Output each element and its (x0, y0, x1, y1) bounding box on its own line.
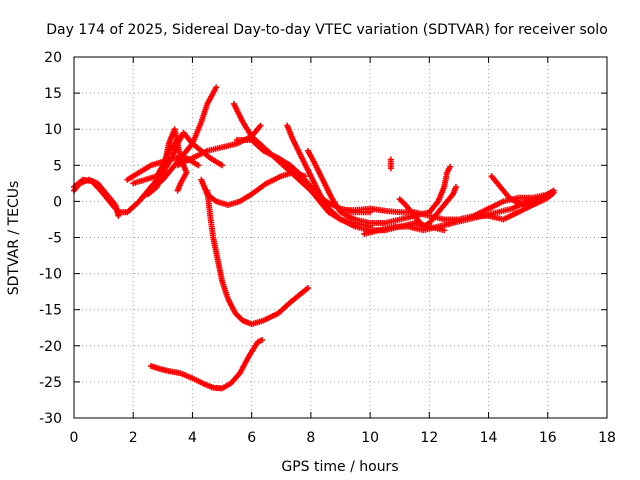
y-tick-label: -15 (39, 303, 62, 319)
y-tick-label: 0 (53, 194, 62, 210)
y-tick-label: -25 (39, 375, 62, 391)
x-tick-label: 4 (188, 430, 197, 446)
x-tick-label: 6 (247, 430, 256, 446)
y-tick-label: 10 (44, 122, 62, 138)
series-track-k (147, 337, 266, 392)
x-tick-label: 16 (539, 430, 557, 446)
series-track-u (470, 189, 557, 223)
data-point (304, 285, 311, 292)
series-track-r (396, 183, 459, 230)
data-point (387, 165, 394, 172)
data-point (174, 187, 181, 194)
data-point (447, 163, 454, 170)
x-tick-label: 8 (306, 430, 315, 446)
series-track-j (204, 187, 311, 328)
x-tick-label: 2 (129, 430, 138, 446)
data-point (257, 122, 264, 129)
x-tick-label: 0 (70, 430, 79, 446)
y-tick-label: -5 (48, 231, 62, 247)
series-track-b (71, 176, 119, 212)
y-tick-label: -10 (39, 267, 62, 283)
data-point (112, 205, 119, 212)
y-tick-label: 15 (44, 86, 62, 102)
y-tick-label: -20 (39, 339, 62, 355)
x-tick-label: 12 (420, 430, 438, 446)
data-point (195, 162, 202, 169)
series-track-m (233, 137, 374, 216)
chart-title: Day 174 of 2025, Sidereal Day-to-day VTE… (46, 22, 608, 38)
data-point (177, 133, 184, 140)
y-axis-label: SDTVAR / TECUs (6, 181, 22, 296)
y-tick-label: 5 (53, 158, 62, 174)
x-tick-label: 10 (361, 430, 379, 446)
series-track-q (387, 156, 394, 172)
grid-layer (74, 57, 607, 418)
y-tick-label: -30 (39, 411, 62, 427)
data-point (452, 183, 459, 190)
x-axis-label: GPS time / hours (281, 459, 398, 475)
data-point (259, 337, 266, 344)
data-markers (71, 84, 557, 392)
x-tick-label: 18 (598, 430, 616, 446)
data-point (550, 189, 557, 196)
plot-frame (73, 56, 608, 419)
axis-ticks: 0 2 4 6 8 10 12 14 16 18 20 15 10 5 0 -5 -10 -15 -20 -25 -30 (39, 50, 616, 446)
data-point (219, 162, 226, 169)
data-point (441, 227, 448, 234)
x-tick-label: 14 (480, 430, 498, 446)
y-tick-label: 20 (44, 50, 62, 66)
data-point (213, 84, 220, 91)
